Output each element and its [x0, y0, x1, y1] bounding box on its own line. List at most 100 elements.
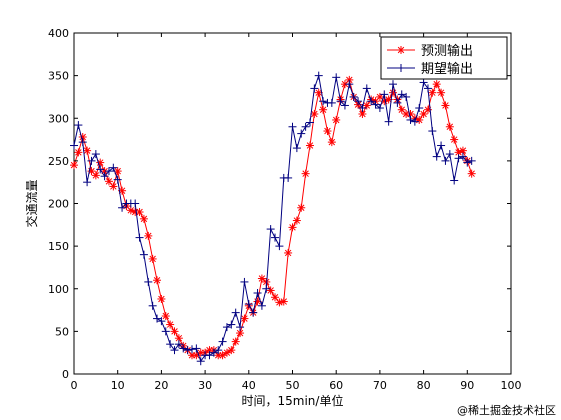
legend-box	[380, 36, 508, 80]
data-point	[301, 169, 310, 178]
data-point	[319, 97, 328, 106]
data-point	[384, 117, 393, 126]
data-point	[271, 293, 280, 302]
data-point	[135, 208, 144, 217]
data-point	[367, 97, 376, 106]
y-tick-label: 150	[48, 240, 69, 253]
data-point	[144, 277, 153, 286]
data-point	[96, 165, 105, 174]
data-point	[253, 289, 262, 298]
x-tick-label: 50	[286, 379, 300, 392]
data-point	[83, 178, 92, 187]
data-point	[284, 173, 293, 182]
data-point	[70, 161, 78, 170]
data-point	[74, 148, 83, 157]
data-point	[187, 345, 196, 354]
watermark-text: @稀土掘金技术社区	[457, 403, 556, 417]
data-point	[131, 199, 140, 208]
data-point	[467, 156, 476, 165]
data-point	[104, 177, 113, 186]
data-point	[148, 301, 157, 310]
data-point	[358, 104, 367, 113]
x-tick-label: 70	[373, 379, 387, 392]
data-point	[170, 346, 179, 355]
data-point	[231, 308, 240, 317]
data-point	[70, 141, 78, 150]
y-tick-label: 50	[55, 325, 69, 338]
data-point	[231, 337, 240, 346]
data-point	[454, 154, 463, 163]
data-point	[192, 344, 201, 353]
x-axis-label: 时间，15min/单位	[242, 393, 344, 408]
data-point	[205, 351, 214, 360]
data-point	[153, 276, 162, 285]
legend-item: 预测输出	[387, 43, 473, 59]
data-point	[380, 90, 389, 99]
data-point	[397, 90, 406, 99]
data-point	[340, 101, 349, 110]
x-tick-label: 90	[460, 379, 474, 392]
data-point	[104, 167, 113, 176]
plot-area	[73, 32, 512, 375]
data-point	[463, 158, 472, 167]
data-point	[305, 141, 314, 150]
data-point	[266, 286, 275, 295]
data-point	[437, 141, 446, 150]
data-point	[415, 104, 424, 113]
data-point	[139, 214, 148, 223]
data-point	[458, 152, 467, 161]
data-point	[423, 84, 432, 93]
x-tick-label: 80	[417, 379, 431, 392]
data-point	[183, 346, 192, 355]
data-point	[209, 348, 218, 357]
data-point	[445, 122, 454, 131]
data-point	[240, 314, 249, 323]
legend-marker	[397, 46, 405, 54]
data-point	[362, 84, 371, 93]
data-point	[441, 156, 450, 165]
data-point	[467, 169, 476, 178]
data-point	[450, 135, 459, 144]
data-point	[249, 308, 258, 317]
y-tick-label: 350	[48, 70, 69, 83]
y-tick-label: 300	[48, 112, 69, 125]
data-point	[240, 277, 249, 286]
data-point	[323, 127, 332, 136]
data-point	[301, 122, 310, 131]
y-tick-label: 0	[62, 368, 69, 381]
data-point	[336, 97, 345, 106]
data-point	[292, 144, 301, 153]
legend-marker	[397, 64, 405, 72]
data-point	[100, 172, 109, 181]
data-point	[91, 171, 100, 180]
y-tick-label: 200	[48, 198, 69, 211]
data-point	[432, 152, 441, 161]
data-point	[96, 158, 105, 167]
data-point	[332, 73, 341, 82]
data-point	[157, 294, 166, 303]
data-point	[135, 233, 144, 242]
data-point	[222, 323, 231, 332]
data-point	[305, 118, 314, 127]
data-point	[139, 250, 148, 259]
data-point	[432, 80, 441, 89]
data-point	[375, 92, 384, 101]
x-tick-label: 0	[71, 379, 78, 392]
data-point	[257, 301, 266, 310]
data-point	[218, 351, 227, 360]
data-point	[196, 357, 205, 366]
data-point	[375, 104, 384, 113]
data-point	[236, 329, 245, 338]
data-point	[428, 127, 437, 136]
y-tick-label: 250	[48, 155, 69, 168]
data-point	[214, 346, 223, 355]
data-point	[236, 323, 245, 332]
data-point	[354, 97, 363, 106]
x-tick-label: 10	[111, 379, 125, 392]
data-point	[450, 176, 459, 185]
data-point	[410, 117, 419, 126]
data-point	[406, 115, 415, 124]
data-point	[78, 138, 87, 147]
